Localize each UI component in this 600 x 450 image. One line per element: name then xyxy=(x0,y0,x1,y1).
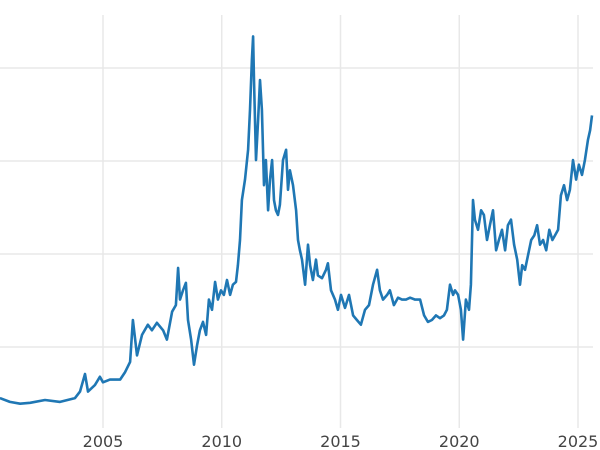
x-tick-label: 2020 xyxy=(439,432,480,450)
x-tick-label: 2005 xyxy=(83,432,124,450)
x-tick-label: 2015 xyxy=(320,432,361,450)
x-tick-labels: 2005 2010 2015 2020 2025 xyxy=(83,432,599,450)
x-tick-label: 2010 xyxy=(201,432,242,450)
x-tick-label: 2025 xyxy=(558,432,599,450)
x-gridlines xyxy=(102,15,579,428)
series-line xyxy=(0,35,594,405)
y-gridlines xyxy=(0,67,593,348)
